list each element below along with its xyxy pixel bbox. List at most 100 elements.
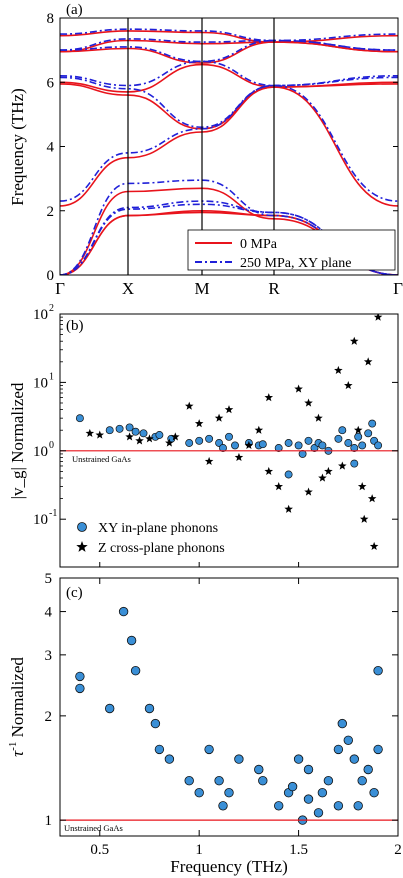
legend-b-marker-1 — [76, 541, 88, 552]
xy-phonon-point — [274, 444, 283, 452]
xy-phonon-point — [368, 419, 377, 428]
panel-b-frame — [59, 313, 399, 568]
scattering-rate-point — [118, 606, 129, 617]
z-phonon-point — [234, 452, 244, 462]
xy-phonon-point — [258, 440, 267, 449]
z-phonon-point — [264, 393, 274, 402]
y-axis-title-b-text: |v_g| Normalized — [8, 382, 27, 499]
y-tick-label-b: 10 — [33, 307, 48, 323]
scattering-rate-point — [313, 808, 324, 818]
band-250mpa-6 — [60, 39, 398, 63]
z-phonon-point — [294, 384, 303, 393]
z-phonon-point — [359, 514, 369, 523]
scattering-rate-point — [104, 703, 115, 714]
y-tick-label-a: 8 — [47, 11, 55, 27]
points-b — [75, 314, 383, 551]
scattering-rate-point — [75, 683, 85, 694]
z-phonon-point — [244, 440, 254, 450]
y-tick-exponent-b: 2 — [49, 303, 54, 314]
z-phonon-point — [357, 482, 367, 491]
y-tick-label-a: 4 — [47, 140, 55, 156]
x-point-label: Γ — [393, 279, 403, 298]
scattering-rate-point — [337, 718, 348, 729]
xy-phonon-point — [294, 441, 303, 450]
z-phonon-point — [85, 428, 95, 437]
z-phonon-point — [284, 504, 293, 513]
y-tick-exponent-b: -1 — [49, 508, 57, 519]
scattering-rate-point — [373, 744, 383, 755]
scattering-rate-point — [333, 744, 344, 755]
z-phonon-point — [373, 314, 383, 321]
y-axis-title-c: τ-1 Normalized — [7, 657, 27, 757]
z-phonon-point — [367, 494, 377, 503]
scattering-rate-point — [184, 776, 194, 786]
scattering-rate-point — [218, 801, 228, 811]
panel-a: 0 2 4 6 8 Γ X M R Γ (a) Frequency (THz) 0 MPa 25… — [8, 2, 403, 298]
xy-phonon-point — [75, 414, 84, 423]
xy-phonon-point — [219, 444, 227, 452]
xy-phonon-point — [225, 432, 233, 441]
z-phonon-point — [274, 482, 283, 491]
scattering-rate-point — [303, 764, 314, 775]
z-phonon-point — [304, 398, 313, 407]
band-250mpa-7 — [60, 38, 398, 51]
x-tick-label-c: 1.5 — [289, 842, 308, 858]
scattering-rate-point — [164, 754, 175, 764]
scattering-rate-point — [126, 635, 137, 646]
y-axis-title-c-rest: Normalized — [8, 657, 27, 742]
y-ticks-c: 1 2 3 4 5 — [45, 571, 398, 829]
xy-phonon-point — [115, 424, 124, 433]
y-tick-label-c: 3 — [45, 648, 53, 664]
xy-phonon-point — [358, 441, 367, 450]
z-phonon-point — [304, 487, 313, 496]
band-0mpa-6 — [60, 41, 398, 64]
x-point-label: M — [194, 279, 209, 298]
scattering-rate-point — [293, 754, 304, 764]
scattering-rate-point — [357, 776, 367, 786]
scattering-rate-point — [234, 754, 244, 764]
panel-c: Unstrained GaAs 1 2 3 4 5 0.5 1 1.5 2 (c) τ-1 N… — [7, 571, 402, 876]
z-phonon-point — [363, 357, 373, 366]
z-phonon-point — [369, 541, 379, 551]
scattering-rate-point — [349, 754, 360, 764]
xy-phonon-point — [105, 426, 114, 435]
panel-a-label: (a) — [66, 2, 83, 18]
panel-c-frame — [59, 577, 399, 837]
y-axis-title-b: |v_g| Normalized — [8, 382, 27, 499]
y-tick-exponent-b: 0 — [49, 440, 54, 451]
scattering-rate-point — [353, 801, 363, 811]
y-axis-title-c-exp: -1 — [7, 742, 19, 751]
y-tick-label-b: 10 — [33, 444, 48, 460]
reference-label-c: Unstrained GaAs — [64, 823, 123, 833]
band-250mpa-5 — [60, 60, 398, 87]
z-phonon-point — [184, 401, 194, 410]
z-phonon-point — [204, 456, 214, 466]
z-phonon-point — [135, 436, 144, 445]
legend-b: XY in-plane phonons Z cross-plane phonon… — [76, 521, 225, 556]
scattering-rate-point — [369, 788, 379, 798]
xy-phonon-point — [338, 426, 347, 435]
scattering-rate-point — [258, 776, 268, 786]
scattering-rate-point — [254, 764, 264, 775]
xy-phonon-point — [334, 434, 343, 443]
x-tick-label-c: 1 — [195, 842, 203, 858]
band-250mpa-1 — [60, 200, 398, 275]
xy-phonon-point — [131, 427, 140, 436]
z-phonon-point — [125, 432, 134, 441]
band-250mpa-3 — [60, 84, 398, 202]
z-phonon-point — [349, 336, 359, 345]
scattering-rate-point — [154, 744, 165, 755]
scattering-rate-point — [287, 781, 298, 792]
xy-phonon-point — [354, 432, 363, 441]
scattering-rate-point — [363, 764, 373, 775]
xy-phonon-point — [350, 459, 359, 468]
z-phonon-point — [318, 473, 327, 482]
xy-phonon-point — [304, 436, 313, 445]
scattering-rate-point — [343, 735, 354, 746]
xy-phonon-point — [284, 439, 293, 447]
x-tick-label-c: 0.5 — [90, 842, 109, 858]
z-phonon-point — [194, 419, 204, 428]
xy-phonon-point — [205, 434, 214, 443]
